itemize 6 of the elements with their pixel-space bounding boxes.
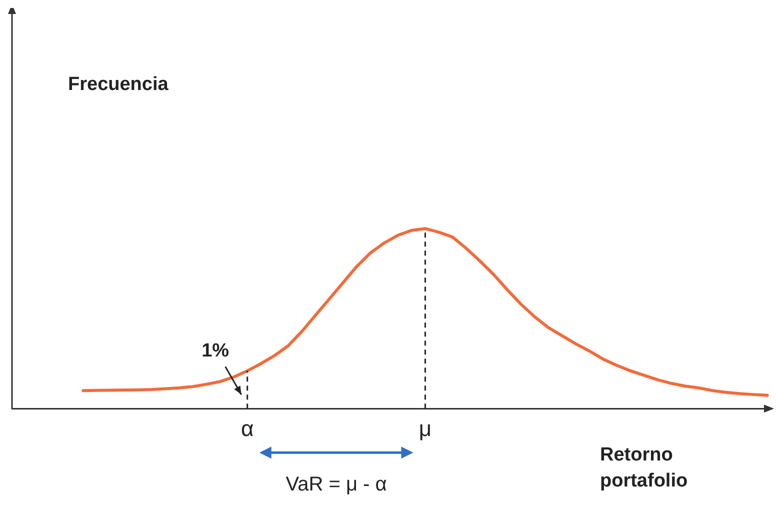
text: VaR = μ - α: [286, 474, 387, 496]
x-tick-label: α: [240, 416, 254, 441]
x-tick-label: μ: [418, 416, 432, 441]
x-axis-title: Retorno portafolio: [600, 444, 688, 492]
text: Frecuencia: [68, 74, 169, 95]
annotation: 1%: [202, 340, 230, 362]
